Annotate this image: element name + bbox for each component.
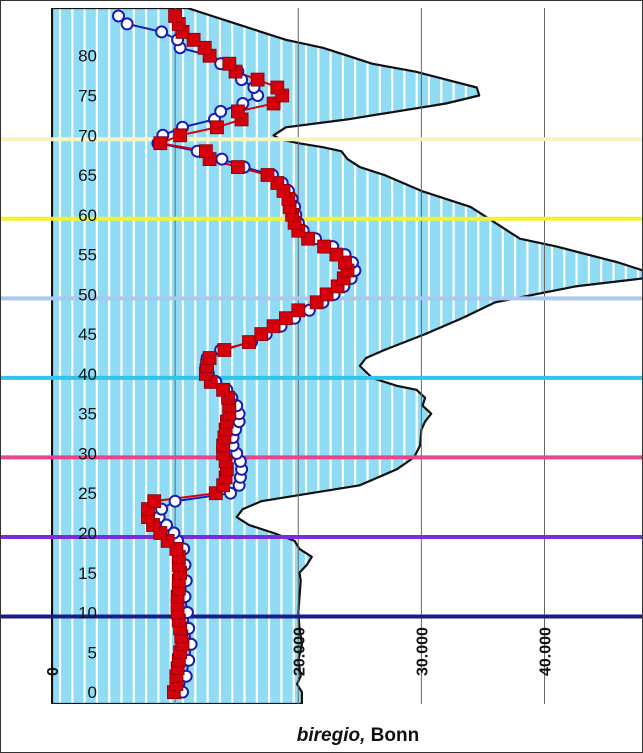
data-point-square [202,351,217,365]
data-point-square [210,120,224,135]
y-tick-label: 65 [78,166,97,185]
data-point-circle [168,494,182,508]
x-tick-label: 40.000 [538,627,555,676]
data-point-circle [215,152,229,166]
y-tick-label: 5 [88,643,97,662]
y-tick-label: 0 [88,683,97,702]
y-tick-label: 15 [78,564,97,583]
data-point-square [197,40,212,55]
data-point-square [153,136,168,151]
y-tick-label: 70 [78,126,97,145]
data-point-square [278,311,293,326]
data-point-square [230,104,245,119]
y-tick-label: 55 [78,246,97,265]
y-tick-label: 60 [78,206,97,225]
data-point-square [266,319,281,334]
y-axis-ticks: 0 5 10 15 20 25 30 35 40 45 50 55 60 65 70 75 80 [78,47,97,702]
data-point-square [260,168,275,182]
markers-square [141,9,355,699]
data-point-square [217,343,232,357]
y-tick-label: 20 [78,524,97,543]
data-point-square [186,32,201,47]
data-point-square [319,287,334,302]
y-tick-label: 25 [78,484,97,503]
series-layer [112,9,362,699]
data-point-square [242,335,256,350]
area-fill [52,8,643,704]
data-point-square [250,72,265,87]
data-point-square [317,239,332,254]
data-point-circle [214,104,228,118]
y-tick-label: 80 [78,47,97,66]
x-axis-label-italic: biregio, [297,725,366,746]
data-point-square [198,144,213,159]
data-point-circle [120,17,134,31]
y-tick-label: 35 [78,405,97,424]
y-tick-label: 10 [78,604,97,623]
data-point-square [270,80,285,95]
data-point-circle [155,25,169,39]
data-point-square [329,247,344,262]
reference-lines [0,137,643,619]
data-point-square [216,382,231,397]
y-tick-label: 50 [78,285,97,304]
y-tick-label: 45 [78,325,97,344]
x-tick-label: 20.000 [291,627,308,676]
data-point-square [168,9,183,23]
x-axis-label: biregio, Bonn [297,725,419,746]
x-axis-ticks: 0 20.000 30.000 40.000 [45,627,555,676]
data-point-square [291,303,306,318]
y-tick-label: 40 [78,365,97,384]
x-tick-label: 0 [45,667,62,676]
x-axis-label-rest: Bonn [365,725,419,746]
data-point-square [254,327,269,342]
x-tick-label: 30.000 [414,627,431,676]
data-point-square [222,56,237,71]
area-outline [52,8,643,704]
data-point-circle [112,9,125,23]
data-point-square [147,494,162,509]
y-tick-label: 75 [78,87,97,106]
data-point-square [230,160,245,175]
data-point-square [173,128,188,143]
y-tick-label: 30 [78,444,97,463]
